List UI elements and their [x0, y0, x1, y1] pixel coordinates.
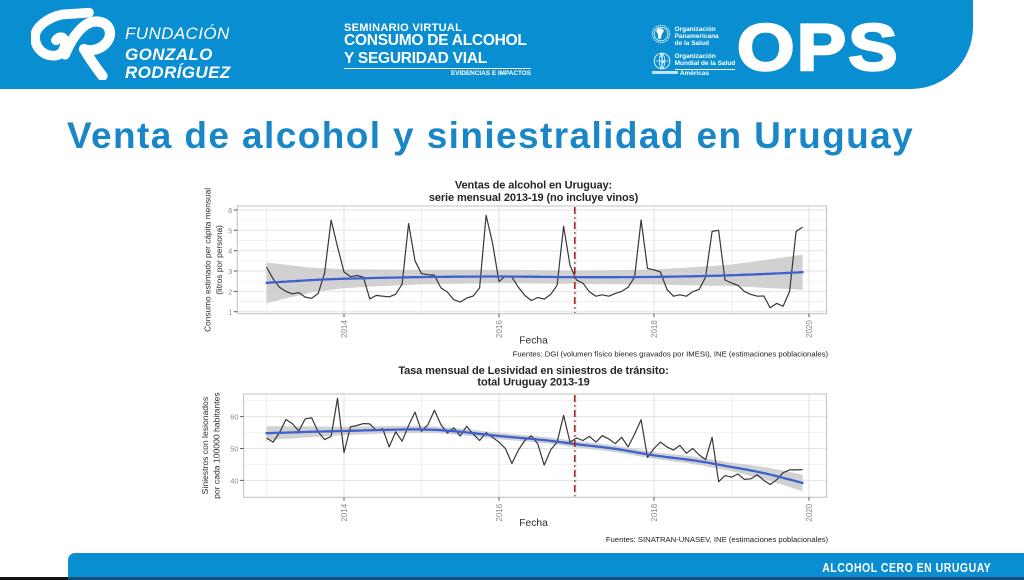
- svg-text:6: 6: [228, 206, 232, 215]
- svg-text:total Uruguay 2013-19: total Uruguay 2013-19: [477, 377, 589, 389]
- svg-text:Fuentes: SINATRAN-UNASEV, INE: Fuentes: SINATRAN-UNASEV, INE (estimacio…: [606, 535, 829, 544]
- svg-text:Fuentes: DGI (volumen físico b: Fuentes: DGI (volumen físico bienes grav…: [513, 350, 829, 359]
- svg-text:2020: 2020: [805, 503, 814, 521]
- svg-text:Ventas de alcohol en Uruguay:: Ventas de alcohol en Uruguay:: [455, 179, 612, 191]
- svg-text:Tasa mensual de Lesividad en s: Tasa mensual de Lesividad en siniestros …: [398, 365, 668, 377]
- svg-text:2: 2: [228, 287, 232, 296]
- svg-text:serie mensual 2013-19 (no incl: serie mensual 2013-19 (no incluye vinos): [429, 192, 639, 204]
- svg-text:2016: 2016: [495, 503, 504, 521]
- svg-text:2018: 2018: [650, 320, 659, 338]
- svg-text:50: 50: [230, 445, 238, 454]
- svg-text:40: 40: [230, 476, 238, 485]
- svg-text:5: 5: [228, 226, 232, 235]
- svg-text:Fecha: Fecha: [519, 518, 548, 529]
- svg-text:2020: 2020: [805, 320, 814, 338]
- svg-text:2014: 2014: [340, 320, 349, 338]
- svg-text:por cada 100000 habitantes: por cada 100000 habitantes: [212, 392, 222, 499]
- svg-text:1: 1: [228, 308, 232, 317]
- svg-text:Fecha: Fecha: [519, 336, 548, 347]
- svg-text:2014: 2014: [340, 503, 349, 521]
- svg-text:Consumo estimado per cápita me: Consumo estimado per cápita mensual: [203, 188, 213, 332]
- svg-text:2016: 2016: [495, 320, 504, 338]
- svg-text:(litros por persona): (litros por persona): [214, 225, 224, 295]
- svg-text:3: 3: [228, 267, 232, 276]
- svg-text:Siniestros con lesionados: Siniestros con lesionados: [200, 397, 210, 494]
- svg-text:60: 60: [230, 413, 238, 422]
- svg-text:2018: 2018: [650, 503, 659, 521]
- svg-text:4: 4: [228, 247, 232, 256]
